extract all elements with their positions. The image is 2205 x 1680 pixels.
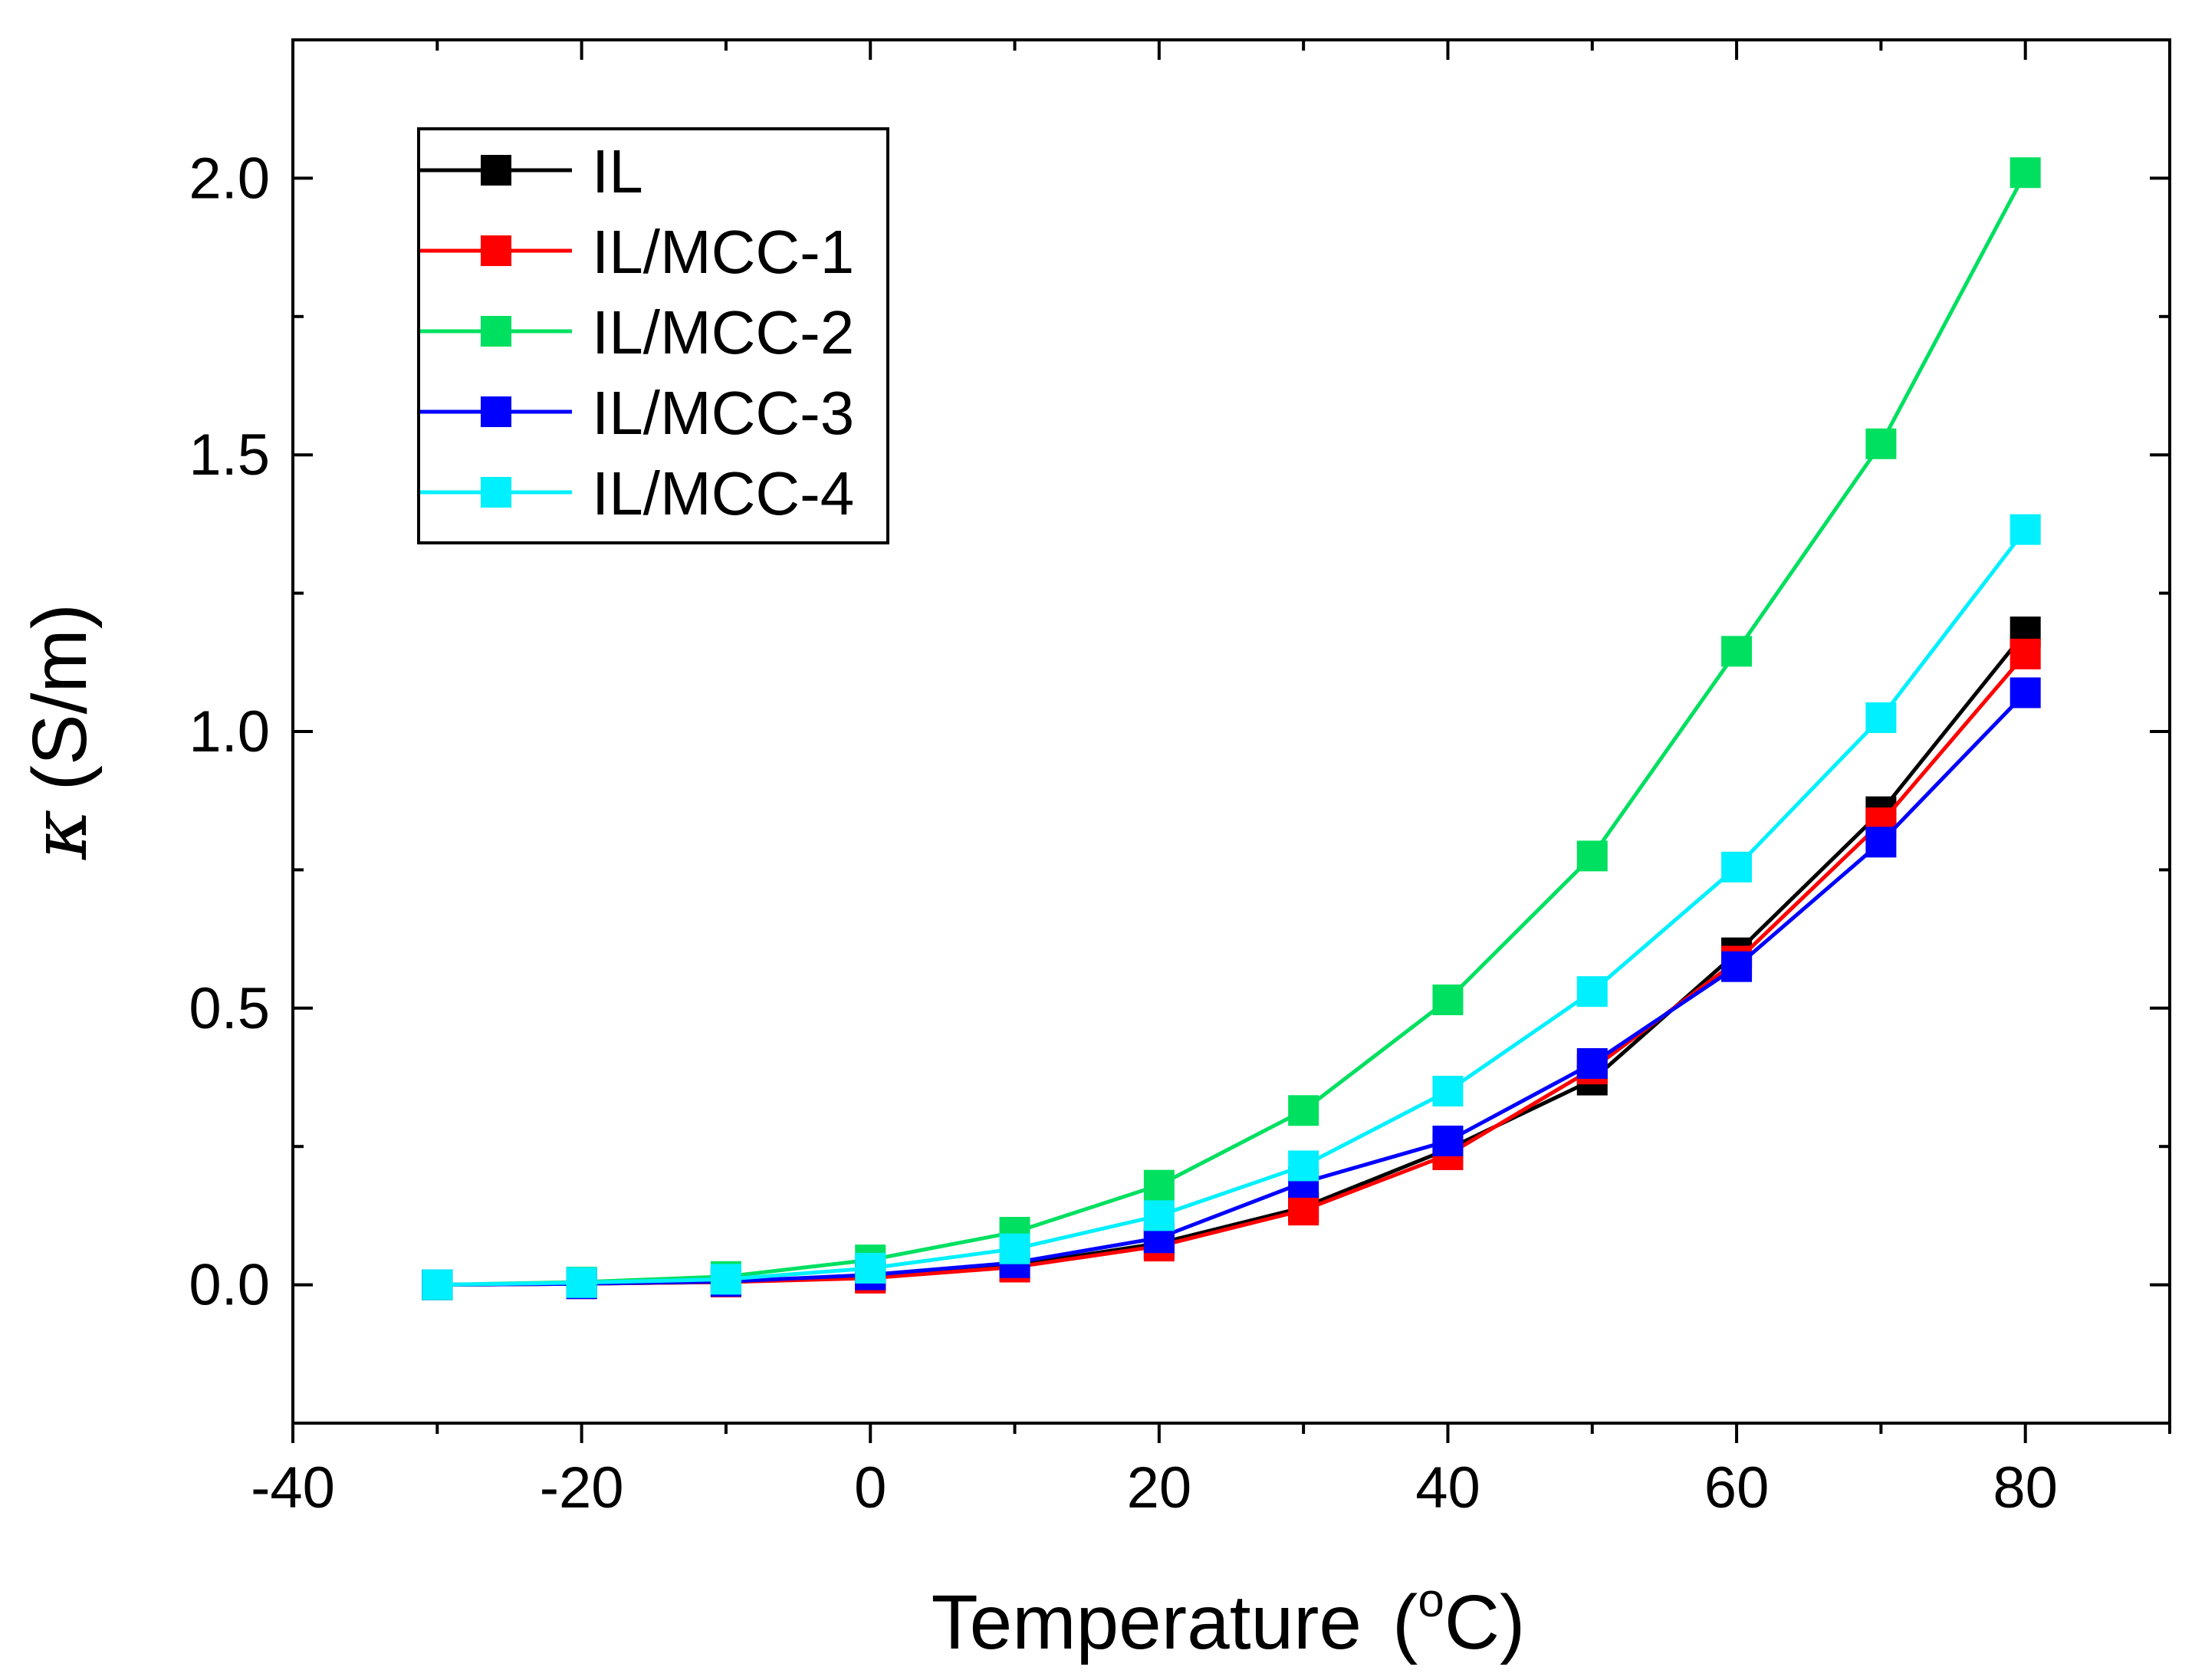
legend-entry: IL/MCC-1 xyxy=(420,218,854,286)
axes-ticks xyxy=(291,38,2171,1443)
legend-entries: IL IL/MCC-1 IL/MCC-2 IL/MCC-3 IL/MCC-4 xyxy=(420,137,854,528)
legend-label: IL/MCC-3 xyxy=(592,379,854,447)
data-point xyxy=(710,1264,741,1295)
legend-marker xyxy=(481,316,511,347)
data-point xyxy=(1143,1200,1175,1231)
data-point xyxy=(1721,851,1753,883)
y-tick-label: 0.5 xyxy=(189,976,270,1041)
x-tick-label: -20 xyxy=(540,1455,624,1521)
y-axis-title: κ (S/m) xyxy=(15,603,104,860)
legend-entry: IL/MCC-4 xyxy=(420,459,854,528)
x-tick-label: 80 xyxy=(1993,1455,2058,1521)
legend-marker xyxy=(481,396,511,427)
x-tick-labels: -40 -20 0 20 40 60 80 xyxy=(251,1455,2058,1521)
x-tick-label: 0 xyxy=(854,1455,886,1521)
y-tick-labels: 0.0 0.5 1.0 1.5 2.0 xyxy=(189,146,270,1317)
y-tick-label: 2.0 xyxy=(189,146,270,211)
legend-label: IL/MCC-1 xyxy=(592,218,854,286)
data-point xyxy=(2009,157,2041,189)
x-tick-label: 40 xyxy=(1415,1455,1480,1521)
y-axis-unit: (S/m) xyxy=(17,603,103,791)
data-point xyxy=(2009,514,2041,545)
series-line xyxy=(437,172,2027,1287)
data-point xyxy=(422,1269,453,1300)
data-point xyxy=(1288,1095,1319,1126)
legend: IL IL/MCC-1 IL/MCC-2 IL/MCC-3 IL/MCC-4 xyxy=(417,127,889,544)
data-point xyxy=(1432,1125,1464,1156)
series-line xyxy=(437,528,2027,1287)
legend-marker xyxy=(481,155,511,186)
data-point xyxy=(1865,702,1897,733)
data-point xyxy=(1721,636,1753,667)
y-tick-label: 0.0 xyxy=(189,1253,270,1318)
x-axis-unit-close: C) xyxy=(1444,1580,1526,1665)
series-line xyxy=(437,691,2027,1287)
data-point xyxy=(1576,1047,1608,1079)
legend-entry: IL/MCC-3 xyxy=(420,379,854,447)
data-point xyxy=(2009,638,2041,669)
y-axis-symbol: κ xyxy=(15,809,104,860)
data-point xyxy=(566,1267,597,1298)
series-layer xyxy=(422,157,2041,1300)
data-point xyxy=(1288,1195,1319,1226)
data-point xyxy=(1143,1169,1175,1201)
legend-entry: IL/MCC-2 xyxy=(420,298,854,367)
x-tick-label: 60 xyxy=(1704,1455,1770,1521)
x-axis-label: Temperature xyxy=(932,1580,1362,1665)
data-point xyxy=(1865,428,1897,459)
x-tick-label: 20 xyxy=(1127,1455,1192,1521)
data-point xyxy=(1432,984,1464,1015)
series-il-mcc-4 xyxy=(422,514,2041,1300)
legend-label: IL xyxy=(592,137,643,205)
legend-entry: IL xyxy=(420,137,643,205)
y-tick-label: 1.0 xyxy=(189,699,270,764)
data-point xyxy=(1576,840,1608,872)
data-point xyxy=(2009,677,2041,708)
legend-label: IL/MCC-2 xyxy=(592,298,854,367)
legend-marker xyxy=(481,477,511,508)
data-point xyxy=(1288,1150,1319,1182)
x-tick-label: -40 xyxy=(251,1455,335,1521)
x-axis-title: Temperature (oC) xyxy=(932,1574,1526,1665)
data-point xyxy=(1865,827,1897,858)
data-point xyxy=(1432,1076,1464,1107)
legend-label: IL/MCC-4 xyxy=(592,459,854,528)
data-point xyxy=(1721,951,1753,982)
data-point xyxy=(999,1233,1030,1264)
x-axis-unit-open: ( xyxy=(1392,1580,1418,1665)
legend-marker xyxy=(481,235,511,266)
x-axis-unit-superscript: o xyxy=(1418,1574,1444,1627)
data-point xyxy=(855,1252,886,1284)
data-point xyxy=(1576,976,1608,1008)
y-tick-label: 1.5 xyxy=(189,422,270,488)
